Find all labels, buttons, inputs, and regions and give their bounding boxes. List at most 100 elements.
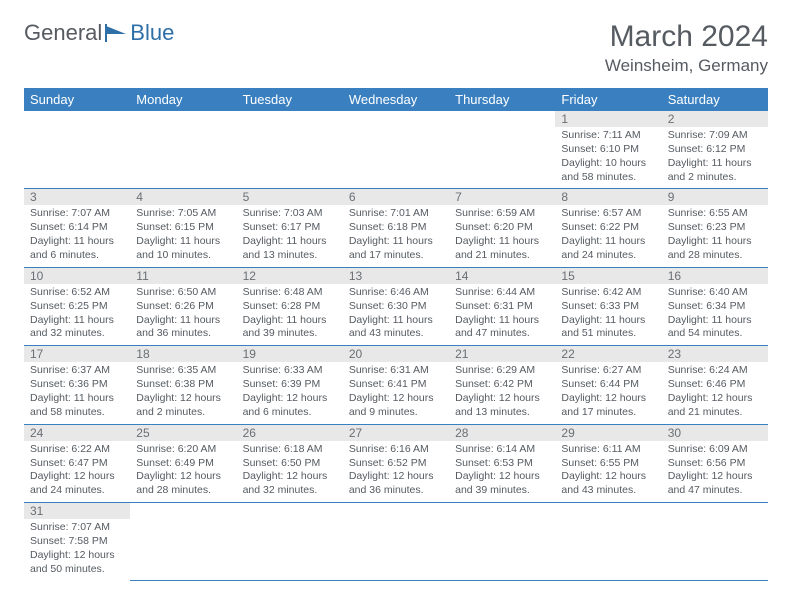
sunset-line: Sunset: 6:26 PM <box>136 300 230 314</box>
daylight-line: Daylight: 12 hours and 50 minutes. <box>30 549 124 577</box>
day-number-cell: 19 <box>237 346 343 363</box>
day-number-cell: 7 <box>449 189 555 206</box>
day-number-cell: 28 <box>449 424 555 441</box>
sunset-line: Sunset: 6:46 PM <box>668 378 762 392</box>
header: GeneralBlue March 2024 Weinsheim, German… <box>24 20 768 76</box>
day-detail-cell: Sunrise: 6:24 AMSunset: 6:46 PMDaylight:… <box>662 362 768 424</box>
daylight-line: Daylight: 10 hours and 58 minutes. <box>561 157 655 185</box>
sunset-line: Sunset: 6:17 PM <box>243 221 337 235</box>
sunrise-line: Sunrise: 6:33 AM <box>243 364 337 378</box>
sunset-line: Sunset: 6:10 PM <box>561 143 655 157</box>
day-detail-row: Sunrise: 6:52 AMSunset: 6:25 PMDaylight:… <box>24 284 768 346</box>
day-detail-cell: Sunrise: 6:14 AMSunset: 6:53 PMDaylight:… <box>449 441 555 503</box>
daylight-line: Daylight: 12 hours and 21 minutes. <box>668 392 762 420</box>
daylight-line: Daylight: 12 hours and 17 minutes. <box>561 392 655 420</box>
day-number-cell: 15 <box>555 267 661 284</box>
brand-part1: General <box>24 20 102 46</box>
day-number-row: 3456789 <box>24 189 768 206</box>
day-number-cell <box>24 111 130 127</box>
daylight-line: Daylight: 12 hours and 36 minutes. <box>349 470 443 498</box>
day-detail-cell: Sunrise: 7:05 AMSunset: 6:15 PMDaylight:… <box>130 205 236 267</box>
daylight-line: Daylight: 11 hours and 58 minutes. <box>30 392 124 420</box>
day-detail-cell: Sunrise: 6:57 AMSunset: 6:22 PMDaylight:… <box>555 205 661 267</box>
day-number-cell <box>343 111 449 127</box>
day-detail-cell: Sunrise: 6:55 AMSunset: 6:23 PMDaylight:… <box>662 205 768 267</box>
day-detail-cell: Sunrise: 6:46 AMSunset: 6:30 PMDaylight:… <box>343 284 449 346</box>
daylight-line: Daylight: 11 hours and 54 minutes. <box>668 314 762 342</box>
day-number-cell: 22 <box>555 346 661 363</box>
day-detail-cell <box>130 519 236 580</box>
day-detail-cell: Sunrise: 6:09 AMSunset: 6:56 PMDaylight:… <box>662 441 768 503</box>
sunset-line: Sunset: 6:47 PM <box>30 457 124 471</box>
day-number-cell: 8 <box>555 189 661 206</box>
sunset-line: Sunset: 6:52 PM <box>349 457 443 471</box>
day-number-cell: 3 <box>24 189 130 206</box>
day-detail-cell: Sunrise: 7:07 AMSunset: 6:14 PMDaylight:… <box>24 205 130 267</box>
day-detail-cell: Sunrise: 6:35 AMSunset: 6:38 PMDaylight:… <box>130 362 236 424</box>
day-detail-cell <box>130 127 236 189</box>
page: GeneralBlue March 2024 Weinsheim, German… <box>0 0 792 601</box>
sunrise-line: Sunrise: 6:37 AM <box>30 364 124 378</box>
daylight-line: Daylight: 11 hours and 10 minutes. <box>136 235 230 263</box>
sunset-line: Sunset: 6:15 PM <box>136 221 230 235</box>
day-detail-cell <box>555 519 661 580</box>
day-number-cell: 16 <box>662 267 768 284</box>
day-detail-row: Sunrise: 6:37 AMSunset: 6:36 PMDaylight:… <box>24 362 768 424</box>
sunset-line: Sunset: 6:33 PM <box>561 300 655 314</box>
day-number-cell: 11 <box>130 267 236 284</box>
day-detail-cell: Sunrise: 6:27 AMSunset: 6:44 PMDaylight:… <box>555 362 661 424</box>
day-detail-cell: Sunrise: 6:59 AMSunset: 6:20 PMDaylight:… <box>449 205 555 267</box>
day-detail-cell: Sunrise: 6:40 AMSunset: 6:34 PMDaylight:… <box>662 284 768 346</box>
sunrise-line: Sunrise: 7:11 AM <box>561 129 655 143</box>
day-detail-cell: Sunrise: 6:31 AMSunset: 6:41 PMDaylight:… <box>343 362 449 424</box>
day-number-cell <box>237 503 343 520</box>
day-detail-cell: Sunrise: 6:11 AMSunset: 6:55 PMDaylight:… <box>555 441 661 503</box>
weekday-header: Tuesday <box>237 88 343 111</box>
sunset-line: Sunset: 6:31 PM <box>455 300 549 314</box>
weekday-header-row: SundayMondayTuesdayWednesdayThursdayFrid… <box>24 88 768 111</box>
day-detail-cell <box>662 519 768 580</box>
day-number-cell: 9 <box>662 189 768 206</box>
day-number-cell: 17 <box>24 346 130 363</box>
weekday-header: Thursday <box>449 88 555 111</box>
daylight-line: Daylight: 11 hours and 47 minutes. <box>455 314 549 342</box>
weekday-header: Monday <box>130 88 236 111</box>
daylight-line: Daylight: 12 hours and 47 minutes. <box>668 470 762 498</box>
day-detail-cell <box>449 519 555 580</box>
day-number-cell: 14 <box>449 267 555 284</box>
day-detail-cell <box>237 127 343 189</box>
day-detail-row: Sunrise: 7:11 AMSunset: 6:10 PMDaylight:… <box>24 127 768 189</box>
day-detail-cell: Sunrise: 6:18 AMSunset: 6:50 PMDaylight:… <box>237 441 343 503</box>
day-number-cell <box>449 503 555 520</box>
sunset-line: Sunset: 6:55 PM <box>561 457 655 471</box>
day-number-cell: 13 <box>343 267 449 284</box>
sunrise-line: Sunrise: 7:05 AM <box>136 207 230 221</box>
sunrise-line: Sunrise: 6:18 AM <box>243 443 337 457</box>
sunrise-line: Sunrise: 6:35 AM <box>136 364 230 378</box>
day-detail-cell: Sunrise: 6:42 AMSunset: 6:33 PMDaylight:… <box>555 284 661 346</box>
day-number-row: 31 <box>24 503 768 520</box>
day-number-cell: 23 <box>662 346 768 363</box>
calendar-table: SundayMondayTuesdayWednesdayThursdayFrid… <box>24 88 768 581</box>
sunrise-line: Sunrise: 6:14 AM <box>455 443 549 457</box>
sunrise-line: Sunrise: 6:44 AM <box>455 286 549 300</box>
sunset-line: Sunset: 6:18 PM <box>349 221 443 235</box>
daylight-line: Daylight: 12 hours and 2 minutes. <box>136 392 230 420</box>
sunset-line: Sunset: 6:28 PM <box>243 300 337 314</box>
day-number-cell <box>449 111 555 127</box>
sunset-line: Sunset: 6:34 PM <box>668 300 762 314</box>
sunrise-line: Sunrise: 6:40 AM <box>668 286 762 300</box>
weekday-header: Sunday <box>24 88 130 111</box>
daylight-line: Daylight: 11 hours and 2 minutes. <box>668 157 762 185</box>
daylight-line: Daylight: 11 hours and 36 minutes. <box>136 314 230 342</box>
brand-part2: Blue <box>130 20 174 46</box>
day-number-cell: 20 <box>343 346 449 363</box>
day-detail-row: Sunrise: 6:22 AMSunset: 6:47 PMDaylight:… <box>24 441 768 503</box>
day-number-cell: 30 <box>662 424 768 441</box>
day-detail-row: Sunrise: 7:07 AMSunset: 7:58 PMDaylight:… <box>24 519 768 580</box>
sunset-line: Sunset: 6:12 PM <box>668 143 762 157</box>
sunrise-line: Sunrise: 6:55 AM <box>668 207 762 221</box>
daylight-line: Daylight: 11 hours and 28 minutes. <box>668 235 762 263</box>
day-number-cell: 6 <box>343 189 449 206</box>
day-detail-cell: Sunrise: 7:09 AMSunset: 6:12 PMDaylight:… <box>662 127 768 189</box>
